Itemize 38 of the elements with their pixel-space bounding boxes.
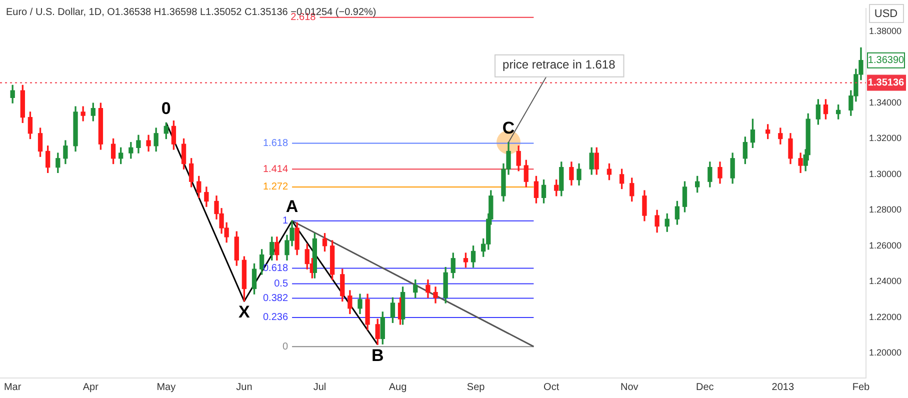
x-tick-label: Mar [4,382,22,393]
annotation: A [286,197,298,216]
x-tick-label: May [156,382,176,393]
annotation: price retrace in 1.618 [502,58,616,72]
x-tick-label: 2013 [772,382,794,393]
annotation: C [502,118,515,138]
x-tick-label: Aug [388,382,407,393]
x-tick-label: Jun [236,382,252,393]
y-tick-label: 1.20000 [869,347,902,358]
x-tick-label: Oct [544,382,560,393]
x-tick-label: Nov [620,382,638,393]
series-label: 0.5 [274,278,288,290]
y-tick-label: 1.32000 [869,133,902,144]
ref-line-label: 1.35136 [868,78,905,88]
x-tick-label: Jul [313,382,326,393]
series-label: 1.618 [262,138,288,149]
y-tick-label: 1.22000 [869,312,902,322]
y-tick-label: 1.24000 [869,276,902,286]
y-tick-label: 1.26000 [869,240,902,250]
annotation: X [238,302,251,322]
y-tick-label: 1.38000 [869,26,902,36]
series-label: 1.272 [262,182,288,193]
text: USD [874,8,898,20]
series-label: 0.236 [262,312,288,324]
series-label: 0.382 [262,292,288,304]
x-tick-label: Dec [696,382,714,393]
annotation: 0 [161,98,171,118]
series-label: 1.414 [262,164,288,175]
annotation: B [371,346,384,365]
x-tick-label: Feb [852,382,870,393]
y-tick-label: 1.34000 [869,98,902,108]
series-label: 1 [282,216,288,227]
y-tick-label: 1.28000 [869,204,902,215]
x-tick-label: Sep [466,382,486,393]
y-tick-label: 1.30000 [869,168,902,179]
annotation: 1.36390 [868,55,905,66]
series-label: 0 [282,341,288,352]
x-tick-label: Apr [82,382,100,393]
